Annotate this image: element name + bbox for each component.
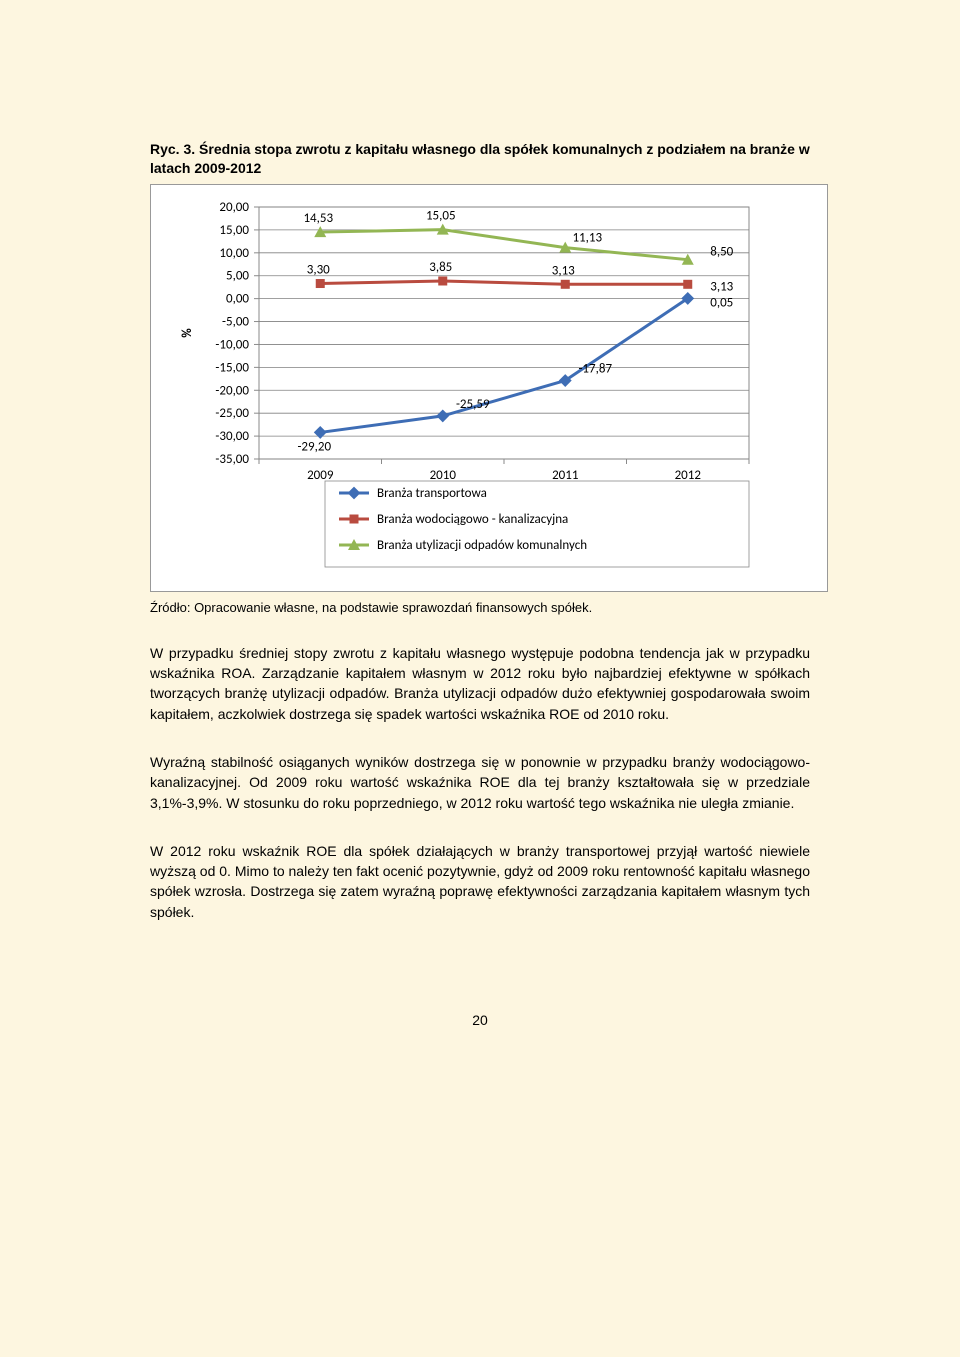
svg-text:-25,59: -25,59: [456, 397, 490, 412]
svg-text:-29,20: -29,20: [297, 439, 331, 454]
svg-text:0,05: 0,05: [710, 295, 733, 310]
svg-text:0,00: 0,00: [226, 291, 249, 306]
svg-text:14,53: 14,53: [303, 211, 333, 226]
svg-text:11,13: 11,13: [572, 230, 602, 245]
svg-text:-35,00: -35,00: [215, 452, 249, 467]
body-paragraph-2: Wyraźną stabilność osiąganych wyników do…: [150, 752, 810, 813]
svg-text:3,85: 3,85: [429, 260, 452, 275]
svg-text:15,05: 15,05: [426, 208, 456, 223]
chart-frame: -35,00 -30,00 -25,00 -20,00 -15,00 -10,00 -5,0…: [150, 184, 828, 592]
svg-text:15,00: 15,00: [219, 223, 249, 238]
body-paragraph-1: W przypadku średniej stopy zwrotu z kapi…: [150, 643, 810, 724]
svg-text:3,13: 3,13: [552, 263, 575, 278]
svg-text:3,30: 3,30: [307, 262, 330, 277]
svg-text:%: %: [180, 328, 195, 338]
svg-text:-15,00: -15,00: [215, 360, 249, 375]
svg-text:Branża transportowa: Branża transportowa: [377, 486, 487, 501]
svg-text:-25,00: -25,00: [215, 406, 249, 421]
svg-text:-30,00: -30,00: [215, 429, 249, 444]
figure-caption: Ryc. 3. Średnia stopa zwrotu z kapitału …: [150, 140, 810, 178]
body-paragraph-3: W 2012 roku wskaźnik ROE dla spółek dzia…: [150, 841, 810, 922]
svg-text:8,50: 8,50: [710, 244, 733, 259]
line-chart: -35,00 -30,00 -25,00 -20,00 -15,00 -10,00 -5,0…: [169, 197, 769, 577]
svg-text:-20,00: -20,00: [215, 383, 249, 398]
svg-text:20,00: 20,00: [219, 200, 249, 215]
page: Ryc. 3. Średnia stopa zwrotu z kapitału …: [0, 0, 960, 1088]
svg-text:3,13: 3,13: [710, 279, 733, 294]
svg-text:5,00: 5,00: [226, 269, 249, 284]
svg-text:Branża utylizacji odpadów komu: Branża utylizacji odpadów komunalnych: [377, 538, 587, 553]
figure-source: Źródło: Opracowanie własne, na podstawie…: [150, 600, 810, 615]
page-number: 20: [150, 1012, 810, 1028]
svg-text:10,00: 10,00: [219, 246, 249, 261]
svg-text:-10,00: -10,00: [215, 337, 249, 352]
svg-text:-17,87: -17,87: [578, 361, 612, 376]
svg-text:-5,00: -5,00: [222, 314, 249, 329]
svg-text:Branża wodociągowo - kanalizac: Branża wodociągowo - kanalizacyjna: [377, 512, 568, 527]
